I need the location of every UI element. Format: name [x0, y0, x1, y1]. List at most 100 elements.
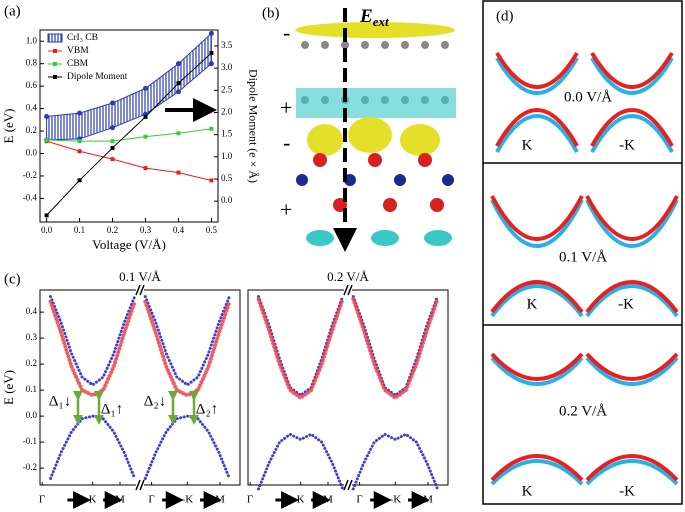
x-tick-label: M — [423, 494, 433, 506]
gap-label: Δ₂↓ — [144, 393, 166, 409]
marker — [110, 125, 116, 131]
x-tick-label: 0.4 — [173, 225, 185, 235]
panel-label: (c) — [4, 271, 21, 287]
chart-title: 0.2 V/Å — [327, 269, 369, 284]
y-tick-label: 0.8 — [26, 58, 38, 68]
y-tick-label: 1.0 — [26, 35, 38, 45]
plot-frame — [39, 29, 219, 223]
x-axis-label: Voltage (V/Å) — [92, 237, 166, 252]
field-label: 0.1 V/Å — [559, 249, 607, 265]
marker — [142, 85, 148, 91]
gap-label: Δ₂↑ — [196, 401, 218, 417]
charge-cloud — [296, 88, 456, 118]
y-tick-label: 0.2 — [26, 125, 37, 135]
y-tick-label: -0.2 — [23, 462, 37, 472]
gap-label: Δ₁↑ — [101, 401, 123, 417]
y-tick-label: 0.0 — [26, 148, 38, 158]
legend-label: Dipole Moment — [67, 72, 128, 82]
legend-swatch — [47, 33, 63, 43]
charge-cloud — [295, 22, 455, 38]
chart-title: 0.1 V/Å — [119, 269, 161, 284]
marker — [175, 89, 181, 95]
marker — [77, 178, 82, 183]
marker — [176, 131, 181, 136]
marker — [176, 81, 181, 86]
axis-break — [344, 286, 352, 294]
axis-break — [347, 284, 353, 296]
y-tick-label: 0.1 — [26, 384, 37, 394]
marker — [110, 145, 115, 150]
band-line — [49, 414, 231, 480]
y-tick-label: 0.3 — [26, 332, 38, 342]
atom — [313, 153, 444, 212]
axis-break — [135, 284, 141, 296]
charge-cloud — [306, 230, 452, 246]
field-label: Eext — [359, 6, 389, 29]
x-tick-label: 0.5 — [206, 225, 218, 235]
plot-frame — [247, 289, 449, 486]
y-tick-label: -0.4 — [23, 192, 38, 202]
y-tick-label: 0.2 — [26, 358, 37, 368]
x-tick-label: -K — [390, 494, 402, 506]
legend-label: CrI₃ CB — [67, 33, 98, 43]
x-tick-label: M — [115, 494, 125, 506]
y-tick-label: 0.4 — [26, 306, 38, 316]
marker — [44, 213, 49, 218]
marker — [77, 110, 83, 116]
marker — [110, 100, 116, 106]
x-tick-label: M — [323, 494, 333, 506]
charge-sign: + — [280, 197, 292, 222]
band-line — [48, 299, 232, 398]
y2-tick-label: 1.5 — [221, 129, 233, 139]
x-tick-label: -K — [182, 494, 194, 506]
marker — [143, 134, 148, 139]
marker — [176, 170, 181, 175]
marker — [44, 113, 50, 119]
x-tick-label: 0.2 — [107, 225, 118, 235]
marker — [110, 157, 115, 162]
x-tick-label: Γ — [148, 494, 154, 506]
x-tick-label: Γ — [39, 494, 45, 506]
band-line — [49, 295, 231, 387]
plot-frame — [39, 289, 241, 486]
field-subscript: ext — [373, 14, 389, 29]
panel-b: (b) Eext - + - + — [262, 5, 456, 252]
valley-label: K — [522, 483, 533, 499]
x-tick-label: K — [89, 494, 97, 506]
axis-break — [136, 286, 144, 294]
y2-tick-label: 1.0 — [221, 151, 233, 161]
series-line — [46, 128, 212, 142]
valley-label: -K — [618, 296, 634, 312]
panel-d: (d) 0.0 V/Å K -K 0.1 V/Å K -K 0.2 V/Å K … — [482, 0, 683, 505]
marker — [143, 114, 148, 119]
y-axis-label: E (eV) — [1, 370, 16, 405]
panel-label: (d) — [496, 8, 514, 24]
axis-break — [139, 284, 145, 296]
legend-label: VBM — [67, 46, 89, 56]
y2-tick-label: 3.5 — [221, 40, 233, 50]
x-tick-label: M — [215, 494, 225, 506]
axis-break — [347, 479, 353, 491]
marker — [77, 149, 82, 154]
field-label: 0.2 V/Å — [559, 403, 607, 419]
y2-tick-label: 2.0 — [221, 107, 233, 117]
y-tick-label: 0.6 — [26, 80, 38, 90]
valley-label: -K — [619, 137, 635, 153]
axis-break — [344, 481, 352, 489]
marker — [208, 30, 214, 36]
y2-tick-label: 0.5 — [221, 173, 233, 183]
marker — [209, 51, 214, 56]
charge-sign: - — [283, 130, 290, 155]
y-tick-label: 0.4 — [26, 103, 38, 113]
band-sketch — [490, 51, 679, 486]
legend-swatch — [53, 75, 57, 79]
axis-break — [343, 479, 349, 491]
marker — [209, 178, 214, 183]
marker — [175, 61, 181, 67]
marker — [209, 126, 214, 131]
x-tick-label: 0.0 — [41, 225, 53, 235]
valley-label: K — [527, 296, 538, 312]
y-tick-label: -0.2 — [23, 170, 37, 180]
y-tick-label: -0.1 — [23, 436, 37, 446]
legend-swatch — [53, 49, 57, 53]
